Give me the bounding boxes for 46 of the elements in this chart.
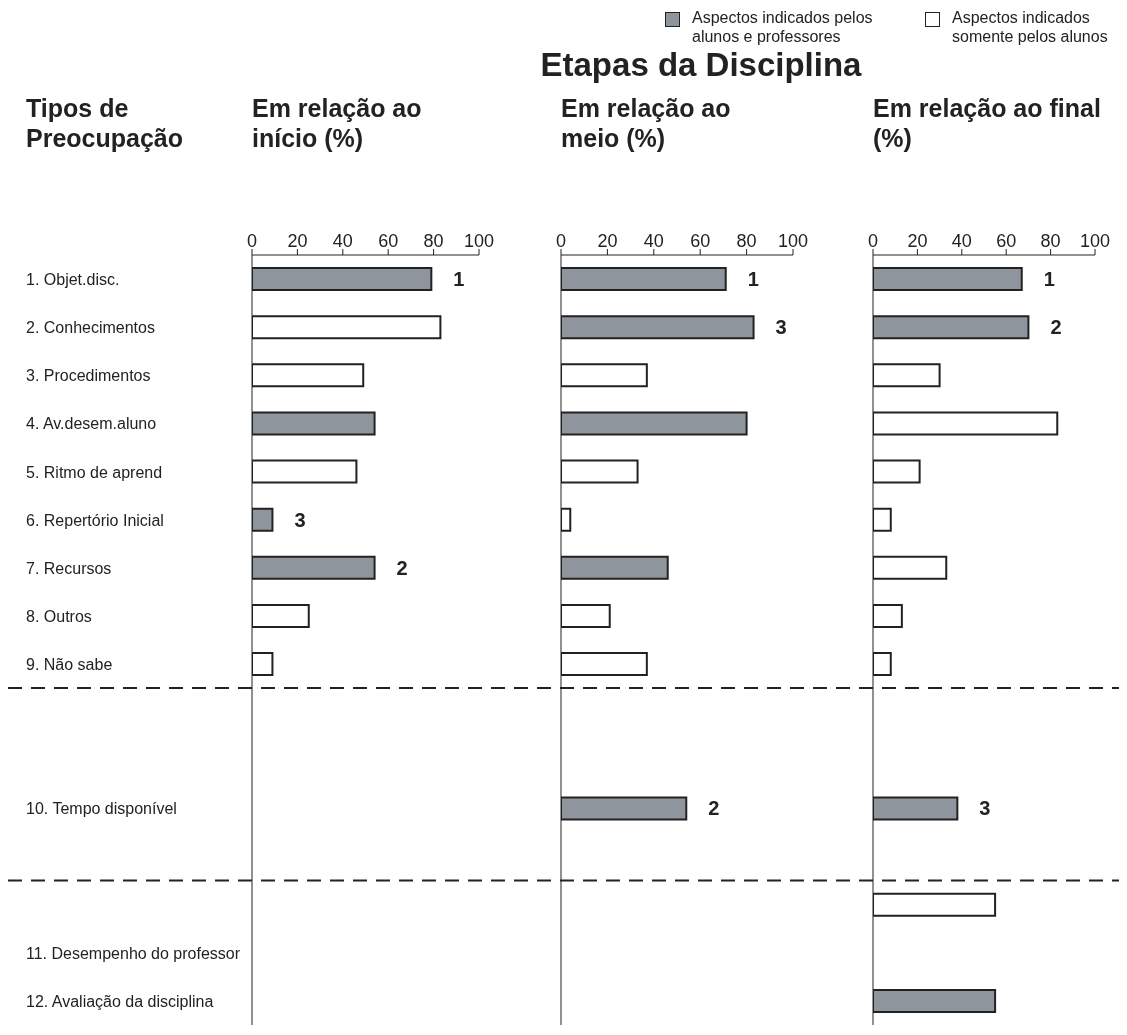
x-axis-title: Em relação ao final (%) [873, 93, 1102, 153]
x-tick-label: 20 [597, 231, 618, 251]
annotation: 3 [294, 508, 306, 531]
x-tick-label: 100 [1079, 231, 1111, 251]
y-tick-label: 11. Desempenho do professor [26, 944, 241, 962]
y-tick-label: 1. Objet.disc. [26, 271, 120, 289]
y-tick-label: 9. Não sabe [26, 656, 113, 674]
y-tick-label: 3. Procedimentos [26, 367, 151, 385]
x-tick-label: 80 [736, 231, 757, 251]
y-tick-label: 12. Avaliação da disciplina [26, 992, 214, 1010]
y-tick-label: 4. Av.desem.aluno [26, 415, 157, 433]
x-tick-label: 20 [287, 231, 308, 251]
x-tick-label: 20 [907, 231, 928, 251]
x-tick-label: 0 [555, 231, 567, 251]
x-tick-label: 0 [867, 231, 879, 251]
annotation: 3 [979, 797, 991, 820]
x-tick-label: 40 [643, 231, 664, 251]
x-tick-label: 80 [423, 231, 444, 251]
annotation: 3 [775, 316, 787, 339]
x-tick-label: 100 [463, 231, 495, 251]
annotation: 2 [708, 797, 720, 820]
annotation: 2 [1050, 316, 1062, 339]
y-tick-label: 6. Repertório Inicial [26, 511, 164, 529]
x-tick-label: 60 [378, 231, 399, 251]
x-tick-label: 100 [777, 231, 809, 251]
legend-label: Aspectos indicados somente pelos alunos [952, 8, 1109, 46]
y-tick-label: 5. Ritmo de aprend [26, 463, 163, 481]
x-tick-label: 0 [246, 231, 258, 251]
x-tick-label: 40 [332, 231, 353, 251]
x-axis-title: Em relação ao meio (%) [561, 93, 732, 153]
x-tick-label: 60 [690, 231, 711, 251]
y-tick-label: 2. Conhecimentos [26, 319, 155, 337]
annotation: 1 [747, 268, 759, 291]
x-tick-label: 60 [996, 231, 1017, 251]
y-tick-label: 8. Outros [26, 607, 92, 625]
y-tick-label: 7. Recursos [26, 559, 112, 577]
x-tick-label: 40 [951, 231, 972, 251]
y-tick-label: 10. Tempo disponível [26, 800, 177, 818]
legend-label: Aspectos indicados pelos alunos e professores [692, 8, 874, 46]
y-axis-title: Tipos de Preocupação [26, 93, 184, 153]
x-tick-label: 80 [1040, 231, 1061, 251]
chart-title: Etapas da Disciplina [539, 46, 863, 84]
annotation: 2 [396, 556, 408, 579]
annotation: 1 [1043, 268, 1055, 291]
annotation: 1 [453, 268, 465, 291]
x-axis-title: Em relação ao início (%) [252, 93, 423, 153]
